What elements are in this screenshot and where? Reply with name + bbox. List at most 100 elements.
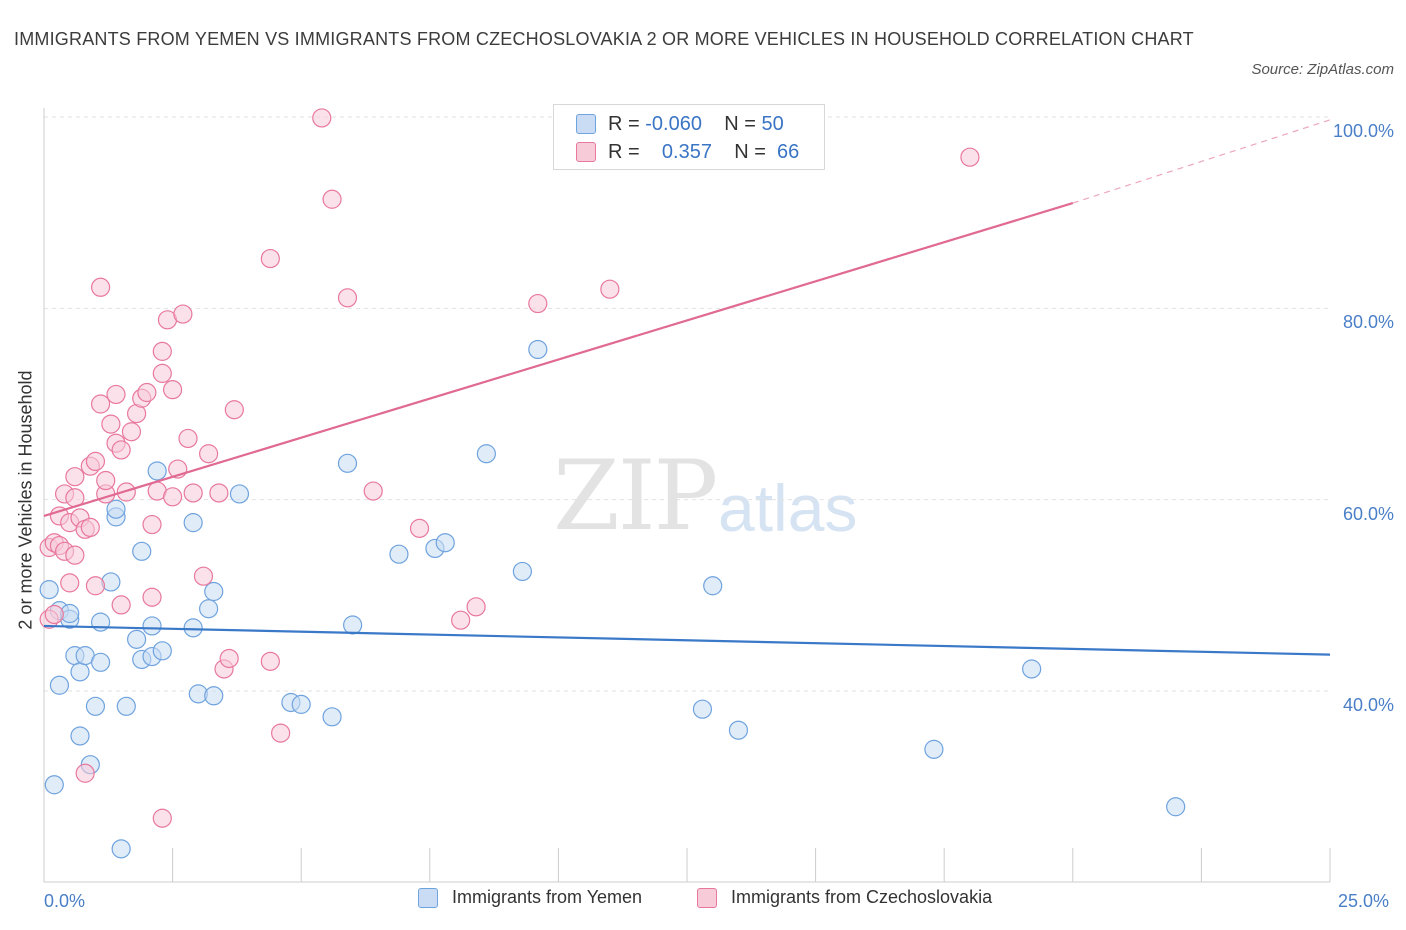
legend-row-czechoslovakia: R = 0.357 N = 66	[576, 140, 799, 164]
point-czechoslovakia	[178, 428, 198, 449]
point-czechoslovakia	[85, 451, 106, 471]
data-points	[39, 108, 1186, 859]
point-yemen	[70, 726, 90, 746]
point-czechoslovakia	[65, 545, 85, 565]
y-tick-label: 60.0%	[1342, 503, 1394, 524]
point-yemen	[85, 696, 106, 716]
point-yemen	[291, 694, 311, 714]
point-czechoslovakia	[90, 277, 111, 297]
point-czechoslovakia	[75, 763, 95, 783]
legend-n-label: N =	[724, 112, 756, 135]
point-czechoslovakia	[260, 248, 280, 269]
x-tick-label-min: 0.0%	[44, 891, 86, 911]
correlation-legend: R = -0.060 N = 50 R = 0.357 N = 66	[553, 104, 825, 170]
point-czechoslovakia	[106, 384, 126, 405]
legend-swatch-blue	[576, 114, 596, 134]
point-czechoslovakia	[322, 189, 342, 209]
legend-r-label: R =	[608, 112, 640, 135]
point-czechoslovakia	[80, 517, 100, 538]
point-yemen	[152, 641, 172, 661]
chart-source: Source: ZipAtlas.com	[1251, 61, 1394, 78]
point-czechoslovakia	[85, 576, 106, 596]
point-czechoslovakia	[152, 341, 172, 361]
series-legend-label: Immigrants from Yemen	[452, 887, 643, 907]
point-czechoslovakia	[199, 444, 219, 464]
point-yemen	[692, 699, 713, 719]
point-yemen	[142, 616, 162, 636]
point-yemen	[1166, 797, 1186, 817]
point-yemen	[343, 615, 363, 635]
point-yemen	[90, 652, 111, 672]
y-tick-label: 80.0%	[1342, 312, 1394, 333]
y-tick-label: 40.0%	[1342, 695, 1394, 715]
point-czechoslovakia	[142, 514, 162, 535]
point-czechoslovakia	[101, 414, 121, 434]
point-yemen	[132, 541, 152, 561]
watermark-zip: ZIP	[553, 440, 718, 552]
point-yemen	[204, 581, 224, 602]
point-czechoslovakia	[600, 279, 620, 299]
point-czechoslovakia	[96, 470, 116, 491]
point-yemen	[512, 561, 532, 582]
point-czechoslovakia	[260, 651, 280, 671]
chart-title: IMMIGRANTS FROM YEMEN VS IMMIGRANTS FROM…	[14, 29, 1194, 49]
series-legend: Immigrants from Yemen Immigrants from Cz…	[0, 887, 1406, 917]
point-czechoslovakia	[451, 610, 471, 630]
point-czechoslovakia	[363, 481, 383, 501]
point-czechoslovakia	[163, 380, 183, 400]
x-tick-label-max: 25.0%	[1338, 891, 1390, 911]
legend-n-label: N =	[734, 140, 766, 163]
point-yemen	[126, 629, 147, 649]
y-axis-label: 2 or more Vehicles in Household	[15, 370, 36, 630]
point-yemen	[111, 839, 131, 859]
point-yemen	[924, 739, 944, 759]
point-yemen	[476, 444, 496, 464]
point-yemen	[183, 513, 203, 533]
point-czechoslovakia	[960, 147, 980, 167]
series-legend-yemen[interactable]: Immigrants from Yemen	[418, 887, 642, 908]
point-czechoslovakia	[60, 573, 80, 593]
point-czechoslovakia	[209, 483, 229, 503]
point-yemen	[106, 499, 126, 519]
legend-r-value-yemen: -0.060	[645, 112, 702, 135]
point-czechoslovakia	[528, 293, 548, 314]
point-czechoslovakia	[111, 595, 131, 615]
legend-swatch-pink	[576, 142, 596, 162]
trend-line-extension	[1072, 119, 1331, 204]
series-legend-czechoslovakia[interactable]: Immigrants from Czechoslovakia	[697, 887, 992, 908]
series-swatch-pink	[697, 887, 717, 908]
point-czechoslovakia	[337, 288, 358, 308]
point-czechoslovakia	[152, 808, 172, 828]
legend-r-label: R =	[608, 140, 640, 163]
point-czechoslovakia	[224, 400, 244, 420]
point-czechoslovakia	[163, 487, 183, 507]
point-czechoslovakia	[193, 566, 214, 586]
legend-n-value-czechoslovakia: 66	[777, 140, 800, 163]
point-yemen	[49, 675, 70, 695]
point-yemen	[44, 775, 64, 795]
point-yemen	[147, 461, 167, 481]
point-yemen	[1022, 659, 1042, 679]
axes	[43, 108, 1331, 883]
point-yemen	[39, 579, 59, 600]
point-czechoslovakia	[121, 422, 142, 442]
point-czechoslovakia	[173, 304, 193, 324]
legend-r-value-czechoslovakia: 0.357	[661, 140, 712, 163]
y-tick-label: 100.0%	[1332, 121, 1394, 141]
point-czechoslovakia	[142, 587, 162, 607]
point-yemen	[435, 533, 455, 553]
legend-n-value-yemen: 50	[761, 112, 784, 135]
point-czechoslovakia	[271, 723, 291, 743]
point-czechoslovakia	[44, 604, 64, 625]
point-czechoslovakia	[409, 518, 430, 538]
point-czechoslovakia	[111, 440, 131, 460]
point-yemen	[199, 599, 219, 619]
point-czechoslovakia	[152, 363, 172, 383]
point-yemen	[703, 576, 723, 596]
point-czechoslovakia	[466, 597, 486, 617]
point-yemen	[389, 544, 409, 564]
point-yemen	[183, 618, 203, 638]
watermark-atlas: atlas	[718, 471, 858, 545]
point-czechoslovakia	[90, 394, 111, 414]
